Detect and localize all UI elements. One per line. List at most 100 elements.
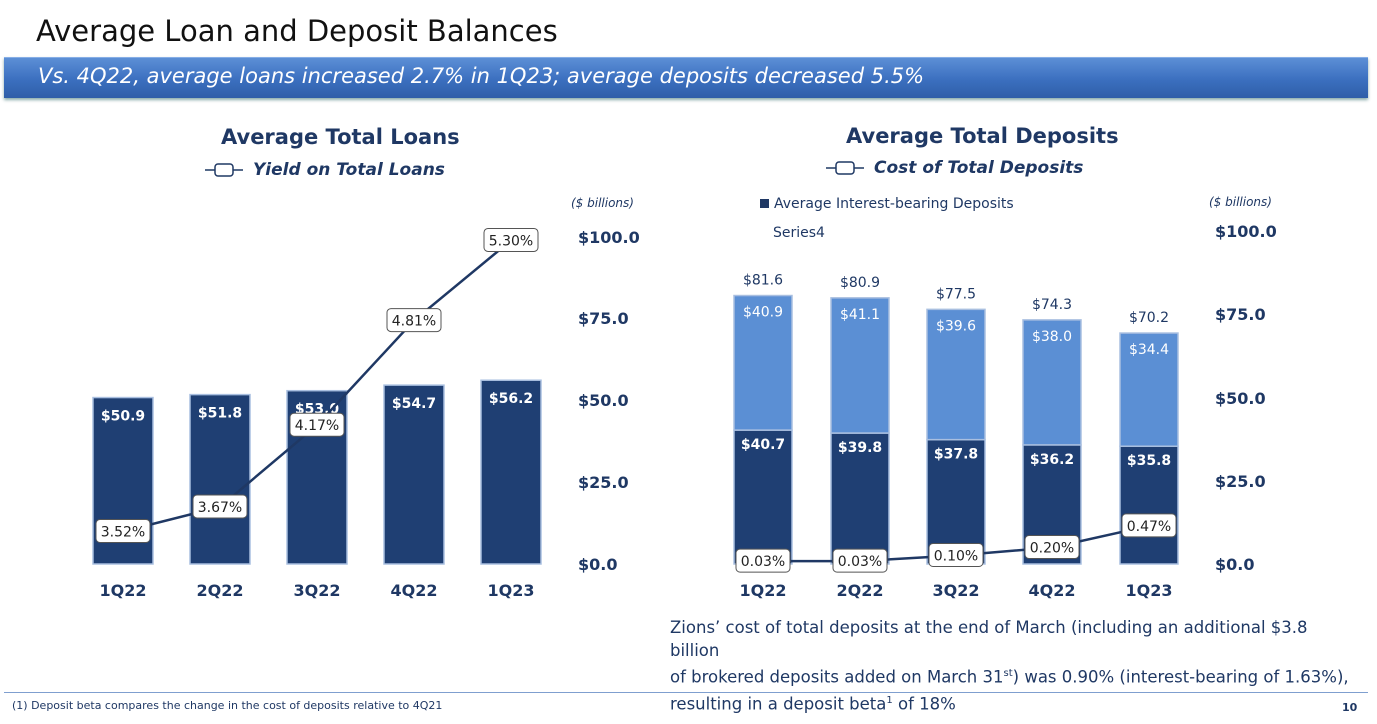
- loans-yield-label: 3.67%: [198, 500, 242, 516]
- loans-unit-label: ($ billions): [571, 196, 634, 210]
- deposits-line-legend-label: Cost of Total Deposits: [874, 158, 1084, 178]
- loans-yield-label-box: [95, 518, 151, 543]
- loans-yield-label: 4.81%: [392, 314, 436, 330]
- deposits-cost-label-box: [1024, 535, 1080, 559]
- loans-bar-label: $51.8: [198, 406, 242, 422]
- deposits-cost-label: 0.20%: [1030, 541, 1074, 557]
- loans-x-tick: 3Q22: [294, 581, 341, 600]
- deposits-nib-label: $38.0: [1032, 329, 1072, 345]
- loans-yield-label: 4.17%: [295, 418, 339, 434]
- page-number: 10: [1342, 701, 1358, 714]
- deposits-cost-label-box: [832, 548, 888, 573]
- deposits-nib-label: $41.1: [840, 307, 880, 323]
- loans-bar: [480, 379, 542, 565]
- deposits-cost-label-box: [1121, 513, 1177, 538]
- line-marker-icon: [826, 161, 864, 175]
- deposits-y-tick: $75.0: [1215, 305, 1266, 324]
- deposit-note: Zions’ cost of total deposits at the end…: [670, 616, 1360, 715]
- deposits-y-tick: $100.0: [1215, 222, 1277, 241]
- deposits-total-label: $80.9: [840, 275, 880, 291]
- loans-bar-label: $54.7: [392, 396, 436, 412]
- deposits-line-legend: Cost of Total Deposits: [826, 158, 1083, 178]
- loans-y-tick: $25.0: [578, 473, 629, 492]
- loans-yield-label-box: [289, 412, 345, 437]
- note-sup-st: st: [1003, 668, 1013, 679]
- loans-yield-label-box: [483, 227, 539, 252]
- loans-bar: [383, 384, 445, 565]
- loans-yield-label-box: [192, 494, 248, 519]
- loans-y-tick: $100.0: [578, 228, 640, 247]
- deposits-ib-bar: [733, 429, 793, 565]
- loans-bar-label: $50.9: [101, 409, 145, 425]
- line-marker-icon: [205, 163, 243, 177]
- deposits-x-tick: 2Q22: [837, 581, 884, 600]
- loans-yield-label-box: [386, 308, 442, 333]
- loans-x-tick: 4Q22: [391, 581, 438, 600]
- deposits-ib-label: $35.8: [1127, 453, 1171, 469]
- deposits-total-label: $70.2: [1129, 310, 1169, 326]
- deposits-total-label: $74.3: [1032, 297, 1072, 313]
- page-title: Average Loan and Deposit Balances: [36, 14, 558, 48]
- deposits-ib-label: $39.8: [838, 440, 882, 456]
- deposits-cost-label: 0.10%: [934, 549, 978, 565]
- deposits-legend-ib: Average Interest-bearing Deposits: [760, 196, 1014, 212]
- deposits-ib-bar: [1119, 445, 1179, 565]
- loans-chart-title: Average Total Loans: [221, 125, 460, 149]
- deposits-nib-label: $39.6: [936, 318, 976, 334]
- deposits-x-tick: 4Q22: [1029, 581, 1076, 600]
- deposits-x-tick: 1Q22: [740, 581, 787, 600]
- deposits-total-label: $81.6: [743, 273, 783, 289]
- deposits-nib-bar: [1022, 319, 1082, 446]
- loans-yield-label: 5.30%: [489, 233, 533, 249]
- deposits-nib-bar: [830, 297, 890, 434]
- legend-square-icon: [760, 199, 769, 208]
- note-sup-1: 1: [886, 694, 893, 706]
- footnote: (1) Deposit beta compares the change in …: [12, 699, 443, 712]
- note-line-3: resulting in a deposit beta1 of 18%: [670, 689, 1360, 716]
- deposits-nib-label: $40.9: [743, 305, 783, 321]
- deposits-chart-title: Average Total Deposits: [846, 124, 1119, 148]
- deposits-y-tick: $0.0: [1215, 555, 1254, 574]
- deposits-y-tick: $50.0: [1215, 389, 1266, 408]
- loans-y-tick: $0.0: [578, 555, 617, 574]
- loans-line-legend-label: Yield on Total Loans: [253, 160, 445, 180]
- deposits-nib-label: $34.4: [1129, 342, 1169, 358]
- note-line-2-post: ) was 0.90% (interest-bearing of 1.63%),: [1012, 667, 1349, 687]
- loans-line-legend: Yield on Total Loans: [205, 160, 445, 180]
- loans-bar-label: $56.2: [489, 391, 533, 407]
- note-line-2: of brokered deposits added on March 31st…: [670, 662, 1360, 689]
- loans-x-tick: 1Q22: [100, 581, 147, 600]
- loans-y-tick: $75.0: [578, 309, 629, 328]
- note-line-1: Zions’ cost of total deposits at the end…: [670, 618, 1308, 660]
- deposits-x-tick: 1Q23: [1126, 581, 1173, 600]
- deposits-nib-bar: [1119, 332, 1179, 447]
- deposits-ib-label: $36.2: [1030, 452, 1074, 468]
- deposits-nib-bar: [733, 294, 793, 431]
- subtitle-banner: Vs. 4Q22, average loans increased 2.7% i…: [4, 57, 1368, 98]
- deposits-cost-label: 0.47%: [1127, 519, 1171, 535]
- loans-bar: [189, 393, 251, 565]
- note-line-2-pre: of brokered deposits added on March 31: [670, 667, 1004, 687]
- footer-divider: [4, 692, 1368, 693]
- deposits-legend-series4: Series4: [773, 225, 825, 241]
- deposits-cost-label: 0.03%: [838, 554, 882, 570]
- loans-y-tick: $50.0: [578, 391, 629, 410]
- note-line-3-pre: resulting in a deposit beta: [670, 694, 887, 713]
- loans-x-tick: 2Q22: [197, 581, 244, 600]
- deposits-total-label: $77.5: [936, 286, 976, 302]
- loans-yield-label: 3.52%: [101, 524, 145, 540]
- deposits-ib-label: $37.8: [934, 447, 978, 463]
- deposits-cost-label-box: [735, 548, 791, 573]
- deposits-nib-bar: [926, 308, 986, 441]
- deposits-y-tick: $25.0: [1215, 472, 1266, 491]
- subtitle-text: Vs. 4Q22, average loans increased 2.7% i…: [38, 64, 925, 88]
- deposits-ib-label: $40.7: [741, 437, 785, 453]
- deposits-cost-label: 0.03%: [741, 554, 785, 570]
- deposits-legend-ib-label: Average Interest-bearing Deposits: [774, 196, 1014, 212]
- deposits-unit-label: ($ billions): [1209, 195, 1272, 209]
- loans-x-tick: 1Q23: [488, 581, 535, 600]
- note-line-3-post: of 18%: [892, 694, 956, 713]
- deposits-x-tick: 3Q22: [933, 581, 980, 600]
- deposits-cost-label-box: [928, 543, 984, 567]
